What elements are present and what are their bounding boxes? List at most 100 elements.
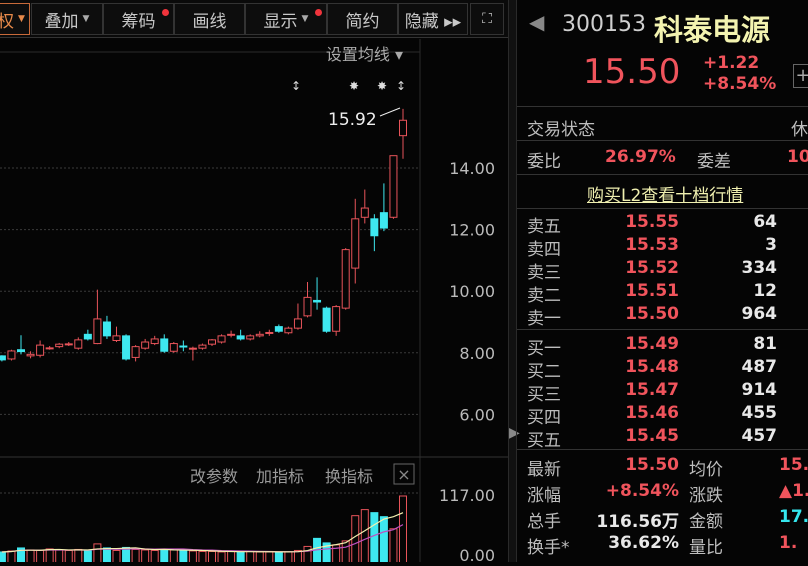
volume-bar <box>0 551 6 566</box>
star-marker-icon: ✸ <box>377 79 387 93</box>
stat-value: 15. <box>779 455 808 475</box>
volume-bar <box>227 550 236 566</box>
price-change-pct: +8.54% <box>703 74 777 94</box>
level-volume: 455 <box>741 403 778 423</box>
indicator-button[interactable]: 加指标 <box>256 467 304 486</box>
level-price: 15.55 <box>625 212 679 232</box>
stat-value: +8.54% <box>605 481 679 501</box>
volume-bar <box>246 550 255 566</box>
price-tick-label: 6.00 <box>459 405 495 424</box>
candle-body <box>7 350 16 360</box>
candle-body <box>122 335 131 360</box>
candle-body <box>236 335 245 340</box>
volume-bar <box>45 548 54 566</box>
candle-body <box>36 344 45 356</box>
candle-body <box>17 349 25 353</box>
high-price-label: 15.92 <box>328 110 377 130</box>
volume-bar <box>303 545 312 566</box>
level-price: 15.50 <box>625 304 679 324</box>
kline-svg[interactable]: 设置均线 ▾ 14.00 12.00 10.00 8.00 6.00 ↕ ✸ ✸ ↕ 15.92 改参… <box>0 39 508 566</box>
candle-body <box>389 155 398 218</box>
level-label: 买二 <box>527 362 561 382</box>
volume-bar <box>131 548 140 566</box>
toolbar-button-4[interactable]: 简约 <box>327 3 398 35</box>
volume-bar <box>370 512 379 566</box>
volume-bar <box>341 540 350 566</box>
toolbar-button-label: 筹码 <box>121 11 156 32</box>
volume-bar <box>265 551 274 566</box>
volume-bar <box>93 543 102 566</box>
high-price-pointer <box>379 107 401 117</box>
orderbook-row: 买一 15.49 81 <box>517 334 808 359</box>
stat-label: 量比 <box>689 538 723 558</box>
wc-label: 委差 <box>697 152 731 172</box>
candle-body <box>45 347 54 350</box>
volume-ma10-line <box>1 524 404 553</box>
toolbar-button-1[interactable]: 筹码 <box>103 3 174 35</box>
candle-body <box>399 119 407 137</box>
prev-stock-icon[interactable]: ◀ <box>529 10 545 34</box>
candle-body <box>274 326 283 332</box>
stat-label: 最新 <box>527 460 561 480</box>
volume-bar <box>399 495 407 566</box>
panel-divider[interactable]: ▶ <box>508 0 520 562</box>
add-watchlist-button[interactable]: + <box>793 64 808 88</box>
wc-value: 10 <box>787 147 808 167</box>
indicator-button[interactable]: 改参数 <box>190 467 238 486</box>
volume-bar <box>7 550 16 566</box>
volume-bar <box>360 509 369 566</box>
price-tick-label: 10.00 <box>449 282 495 301</box>
toolbar-button-2[interactable]: 画线 <box>174 3 245 35</box>
fullscreen-button[interactable]: ⛶ <box>470 3 504 35</box>
close-indicator-button[interactable] <box>393 463 415 485</box>
level-price: 15.49 <box>625 334 679 354</box>
indicator-button[interactable]: 换指标 <box>325 467 373 486</box>
volume-bar <box>217 551 226 566</box>
volume-bar <box>179 549 188 566</box>
level-price: 15.51 <box>625 281 679 301</box>
ma-setting-button[interactable]: 设置均线 ▾ <box>326 45 403 64</box>
toolbar-button-0[interactable]: 叠加 ▼ <box>31 3 103 35</box>
notification-dot <box>162 9 169 16</box>
kline-chart[interactable]: 设置均线 ▾ 14.00 12.00 10.00 8.00 6.00 ↕ ✸ ✸ ↕ 15.92 改参… <box>0 39 508 566</box>
rights-button[interactable]: 权 ▼ <box>0 3 30 35</box>
volume-tick-label: 0.00 <box>459 546 495 562</box>
rights-label: 权 <box>0 11 15 32</box>
stat-value: 1. <box>779 533 798 553</box>
stat-label: 换手* <box>527 538 570 558</box>
toolbar-button-label: 显示 <box>263 11 298 32</box>
candle-body <box>341 249 350 309</box>
volume-bar <box>236 551 245 566</box>
toolbar-button-label: 简约 <box>345 11 380 32</box>
candle-body <box>303 296 312 317</box>
candle-body <box>227 333 236 336</box>
l2-purchase-link[interactable]: 购买L2查看十档行情 <box>587 186 744 206</box>
stat-label: 金额 <box>689 512 723 532</box>
candle-body <box>160 338 169 352</box>
level-label: 买四 <box>527 408 561 428</box>
orderbook-row: 买五 15.45 457 <box>517 426 808 451</box>
level-volume: 3 <box>765 235 777 255</box>
volume-bar <box>36 549 45 566</box>
quote-panel: ◀ 300153 科泰电源 15.50 +1.22 +8.54% + 交易状态 休… <box>516 0 808 562</box>
toolbar-button-5[interactable]: 隐藏 ▸▸ <box>398 3 468 35</box>
level-volume: 334 <box>741 258 778 278</box>
price-tick-label: 8.00 <box>459 344 495 363</box>
candle-body <box>379 212 388 229</box>
volume-bar <box>208 550 216 566</box>
arrow-marker-icon: ↕ <box>291 79 301 93</box>
collapse-arrow-icon[interactable]: ▶ <box>509 425 520 441</box>
orderbook-row: 卖一 15.50 964 <box>517 304 808 329</box>
volume-bar <box>198 550 207 566</box>
chart-toolbar: 权 ▼ 叠加 ▼ 筹码 画线 显示 ▼ 简约 隐藏 ▸▸ ⛶ <box>0 0 508 38</box>
candle-body <box>265 331 274 334</box>
level-price: 15.47 <box>625 380 679 400</box>
orderbook-row: 卖三 15.52 334 <box>517 258 808 283</box>
candle-body <box>169 343 178 352</box>
stat-value: 17.56 <box>779 507 808 527</box>
level-price: 15.46 <box>625 403 679 423</box>
toolbar-button-3[interactable]: 显示 ▼ <box>245 3 327 35</box>
stat-label: 涨幅 <box>527 486 561 506</box>
orderbook-row: 卖五 15.55 64 <box>517 212 808 237</box>
